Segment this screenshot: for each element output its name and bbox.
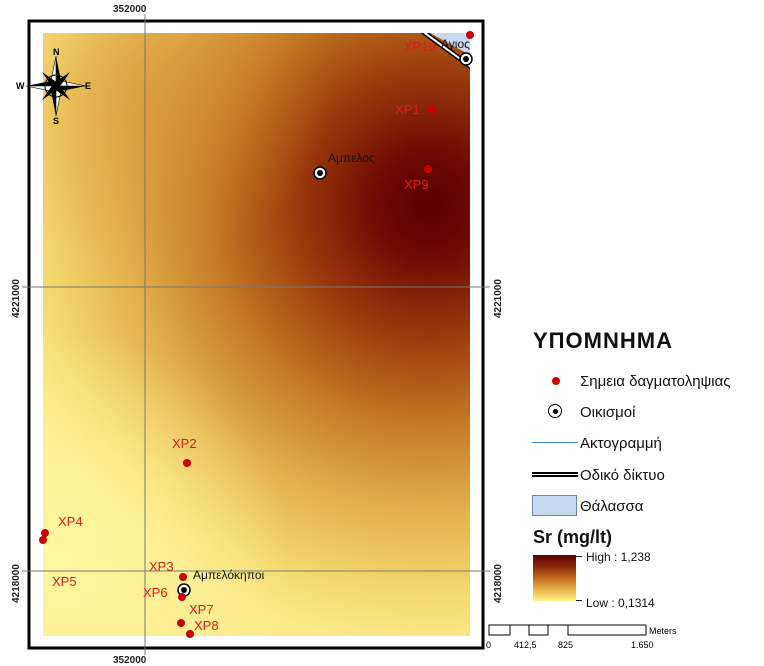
legend-item-label: Θάλασσα — [580, 497, 644, 515]
grid-label-y-top-left: 4221000 — [11, 279, 22, 318]
ramp-tick-low — [576, 600, 582, 601]
settlement-agios: Αγιος — [441, 37, 473, 66]
road-icon — [532, 464, 580, 486]
sample-point-xp9: XP9 — [404, 165, 432, 192]
grid-label-y-bottom-right: 4218000 — [493, 564, 504, 603]
scale-bar-unit: Meters — [649, 626, 677, 636]
sample-point-label: XP1 — [395, 102, 420, 117]
sample-point-label: XP5 — [52, 574, 77, 589]
scale-tick-3: 1.650 — [631, 640, 654, 650]
sample-point-label: XP7 — [189, 602, 214, 617]
sample-point-xp1: XP1 — [395, 102, 436, 117]
settlement-label: Αγιος — [441, 37, 470, 51]
grid-label-y-bottom-left: 4218000 — [11, 564, 22, 603]
north-arrow-e: E — [85, 81, 91, 91]
legend-item-label: Ακτογραμμή — [580, 434, 662, 452]
raster-legend-title: Sr (mg/lt) — [533, 527, 612, 547]
sample-point-xp4: XP4 — [39, 514, 83, 544]
legend-item-sea: Θάλασσα — [532, 495, 643, 517]
legend-item-label: Σημεια δαγματοληψιας — [580, 372, 731, 390]
sample-point-label: XP3 — [149, 559, 174, 574]
sample-point-label: XP2 — [172, 436, 197, 451]
sample-point-xp7: XP7 — [177, 602, 214, 627]
settlement-label: Αμπελόκηποι — [193, 568, 264, 582]
north-arrow-icon: N S W E — [16, 47, 91, 126]
coastline-icon — [532, 432, 580, 454]
legend-item-label: Οδικό δίκτυο — [580, 466, 665, 484]
settlement-ampelos: Αμπελος — [313, 151, 375, 180]
sample-point-label: XP6 — [143, 585, 168, 600]
scale-tick-0: 0 — [486, 640, 491, 650]
sample-point-xp6: XP6 — [143, 585, 186, 601]
ramp-low-label: Low : 0,1314 — [586, 596, 655, 610]
sr-raster-surface — [43, 33, 470, 636]
north-arrow-w: W — [16, 81, 25, 91]
sample-point-label: XP4 — [58, 514, 83, 529]
sea-icon — [532, 495, 580, 517]
settlement-icon — [532, 401, 580, 423]
sample-point-xp5: XP5 — [52, 574, 77, 589]
ramp-high-label: High : 1,238 — [586, 550, 651, 564]
sample-point-label: XP9 — [404, 177, 429, 192]
scale-tick-2: 825 — [558, 640, 573, 650]
sample-point-label: XP8 — [194, 618, 219, 633]
settlement-ampelokipoi: Αμπελόκηποι — [177, 568, 264, 597]
legend-item-sampling-points: Σημεια δαγματοληψιας — [532, 370, 731, 392]
ramp-tick-high — [576, 556, 582, 557]
sample-point-icon — [532, 370, 580, 392]
north-arrow-s: S — [53, 116, 59, 126]
settlement-label: Αμπελος — [328, 151, 375, 165]
sample-point-label: XP10 — [404, 39, 436, 54]
legend-item-label: Οικισμοί — [580, 403, 636, 421]
sample-point-xp3: XP3 — [149, 559, 187, 581]
sea-patch — [430, 33, 470, 55]
scale-tick-1: 412,5 — [514, 640, 537, 650]
scale-bar: Meters 0 412,5 825 1.650 — [486, 624, 677, 650]
legend-item-settlements: Οικισμοί — [532, 401, 635, 423]
grid-label-y-top-right: 4221000 — [493, 279, 504, 318]
legend-item-road-network: Οδικό δίκτυο — [532, 464, 665, 486]
sample-point-xp8: XP8 — [186, 618, 219, 638]
color-ramp — [533, 555, 576, 601]
sample-point-xp2: XP2 — [172, 436, 197, 467]
grid-label-x-bottom: 352000 — [113, 655, 147, 666]
sample-point-xp10: XP10 — [404, 31, 474, 54]
grid-label-x-top: 352000 — [113, 4, 147, 15]
north-arrow-n: N — [53, 47, 60, 57]
legend-title: ΥΠΟΜΝΗΜΑ — [533, 328, 673, 353]
legend-item-coastline: Ακτογραμμή — [532, 432, 662, 454]
